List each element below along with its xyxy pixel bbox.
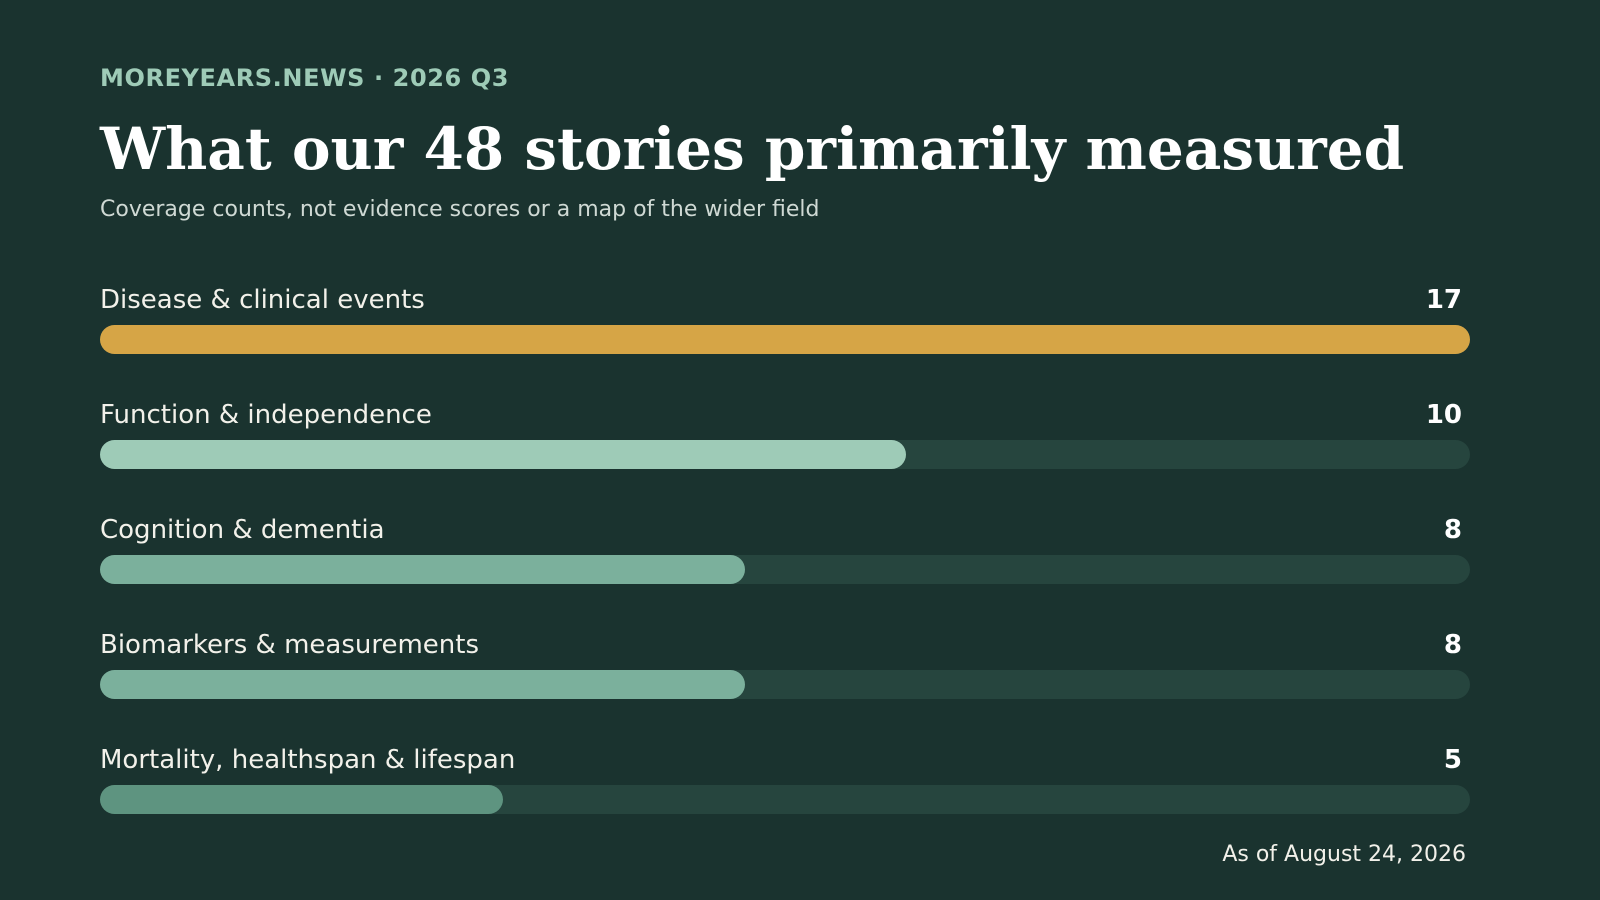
chart-title: What our 48 stories primarily measured xyxy=(100,115,1405,183)
category-label: Function & independence xyxy=(100,400,432,430)
value-label: 10 xyxy=(1425,400,1462,430)
category-label: Disease & clinical events xyxy=(100,285,425,315)
bar xyxy=(100,670,745,699)
chart-subtitle: Coverage counts, not evidence scores or … xyxy=(100,197,820,222)
category-label: Cognition & dementia xyxy=(100,515,385,545)
bar-row: Cognition & dementia 8 xyxy=(100,512,1470,602)
bar xyxy=(100,555,745,584)
value-label: 5 xyxy=(1443,745,1462,775)
value-label: 17 xyxy=(1425,285,1462,315)
chart-card: MOREYEARS.NEWS · 2026 Q3 What our 48 sto… xyxy=(100,0,1470,900)
bar xyxy=(100,325,1470,354)
category-label: Mortality, healthspan & lifespan xyxy=(100,745,516,775)
publication-kicker: MOREYEARS.NEWS · 2026 Q3 xyxy=(100,64,510,92)
bar-row: Function & independence 10 xyxy=(100,397,1470,487)
bar-track xyxy=(100,785,1470,814)
value-label: 8 xyxy=(1443,515,1462,545)
as-of-date: As of August 24, 2026 xyxy=(1222,842,1466,867)
value-label: 8 xyxy=(1443,630,1462,660)
bar-track xyxy=(100,440,1470,469)
bar-track xyxy=(100,555,1470,584)
bar xyxy=(100,785,503,814)
horizontal-bar-chart: Disease & clinical events 17 Function & in… xyxy=(100,0,1470,900)
bar-row: Biomarkers & measurements 8 xyxy=(100,627,1470,717)
bar-row: Disease & clinical events 17 xyxy=(100,282,1470,372)
category-label: Biomarkers & measurements xyxy=(100,630,480,660)
bar-track xyxy=(100,670,1470,699)
bar-track xyxy=(100,325,1470,354)
bar xyxy=(100,440,906,469)
bar-row: Mortality, healthspan & lifespan 5 xyxy=(100,742,1470,832)
